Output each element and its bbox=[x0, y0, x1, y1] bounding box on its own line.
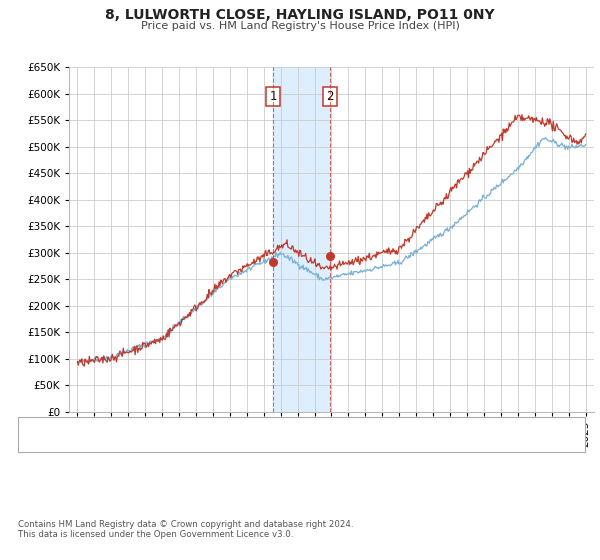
Text: Contains HM Land Registry data © Crown copyright and database right 2024.: Contains HM Land Registry data © Crown c… bbox=[18, 520, 353, 529]
Text: 2: 2 bbox=[27, 499, 34, 509]
Text: 1: 1 bbox=[269, 90, 277, 103]
Text: 5% ↑ HPI: 5% ↑ HPI bbox=[330, 499, 382, 509]
Text: This data is licensed under the Open Government Licence v3.0.: This data is licensed under the Open Gov… bbox=[18, 530, 293, 539]
Text: Price paid vs. HM Land Registry's House Price Index (HPI): Price paid vs. HM Land Registry's House … bbox=[140, 21, 460, 31]
Text: £283,000: £283,000 bbox=[199, 466, 253, 476]
Text: 01-DEC-2009: 01-DEC-2009 bbox=[61, 499, 134, 509]
Text: 2% ↑ HPI: 2% ↑ HPI bbox=[330, 466, 382, 476]
Text: HPI: Average price, detached house, Havant: HPI: Average price, detached house, Hava… bbox=[55, 439, 296, 449]
Text: 21-JUL-2006: 21-JUL-2006 bbox=[61, 466, 129, 476]
Text: £294,000: £294,000 bbox=[199, 499, 253, 509]
Bar bbox=[273, 67, 330, 412]
Text: 8, LULWORTH CLOSE, HAYLING ISLAND, PO11 0NY (detached house): 8, LULWORTH CLOSE, HAYLING ISLAND, PO11 … bbox=[55, 422, 427, 432]
Text: 8, LULWORTH CLOSE, HAYLING ISLAND, PO11 0NY: 8, LULWORTH CLOSE, HAYLING ISLAND, PO11 … bbox=[105, 8, 495, 22]
Text: 1: 1 bbox=[27, 466, 34, 476]
Text: 2: 2 bbox=[326, 90, 334, 103]
